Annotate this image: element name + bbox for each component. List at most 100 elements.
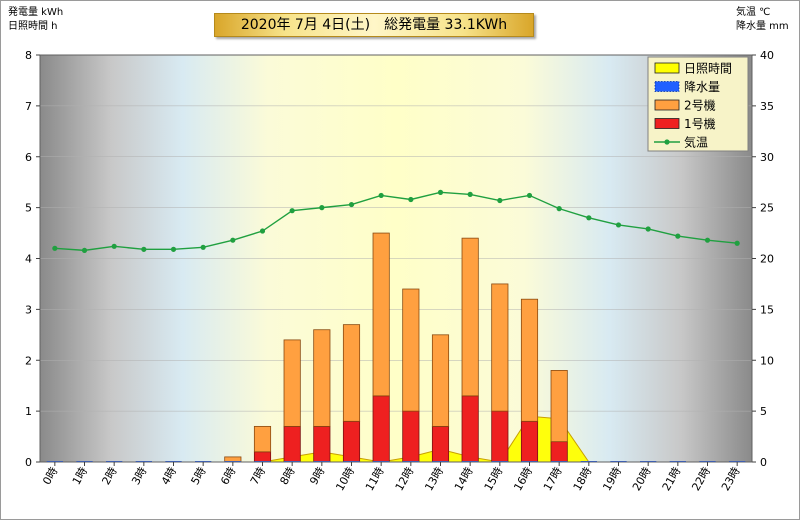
right-tick-label: 35 bbox=[760, 100, 774, 113]
temperature-point bbox=[289, 208, 295, 214]
temperature-polyline bbox=[54, 191, 738, 252]
x-tick-label: 16時 bbox=[511, 465, 535, 493]
x-tick-label: 0時 bbox=[40, 465, 60, 487]
bar-unit1 bbox=[342, 420, 361, 463]
x-tick-label: 22時 bbox=[689, 465, 713, 493]
x-tick-label: 6時 bbox=[218, 465, 238, 487]
temperature-point bbox=[111, 243, 117, 249]
x-tick-label: 11時 bbox=[363, 465, 387, 493]
right-tick-label: 40 bbox=[760, 49, 774, 62]
temperature-point bbox=[675, 233, 681, 239]
temperature-point bbox=[230, 237, 236, 243]
x-tick-label: 7時 bbox=[248, 465, 268, 487]
left-tick-label: 4 bbox=[25, 253, 32, 266]
temperature-point bbox=[467, 191, 473, 197]
legend-swatch-point bbox=[664, 139, 670, 145]
left-axis-unit-sunshine: 日照時間 h bbox=[8, 21, 58, 32]
bar-unit1 bbox=[550, 441, 568, 463]
x-tick-label: 3時 bbox=[129, 465, 149, 487]
right-axis-unit-rain: 降水量 mm bbox=[736, 21, 789, 32]
right-tick-label: 15 bbox=[760, 303, 774, 316]
left-tick-label: 7 bbox=[25, 100, 32, 113]
left-tick-label: 2 bbox=[25, 354, 32, 367]
x-tick-label: 4時 bbox=[159, 465, 179, 487]
bar-unit1 bbox=[372, 395, 390, 463]
temperature-point bbox=[586, 215, 592, 221]
chart-title: 2020年 7月 4日(土) 総発電量 33.1KWh bbox=[214, 13, 534, 37]
bar-unit1 bbox=[431, 425, 450, 463]
temperature-point bbox=[704, 237, 711, 243]
legend-swatch bbox=[654, 118, 680, 129]
temperature-point bbox=[319, 205, 325, 211]
x-tick-label: 15時 bbox=[482, 465, 506, 493]
legend-swatch bbox=[654, 99, 680, 111]
temperature-point bbox=[645, 226, 651, 232]
temperature-point bbox=[200, 244, 206, 250]
left-tick-label: 6 bbox=[25, 151, 32, 164]
bar-unit2 bbox=[283, 339, 301, 427]
left-tick-label: 0 bbox=[25, 456, 32, 469]
bar-unit2 bbox=[520, 298, 539, 422]
bar-unit2 bbox=[491, 283, 509, 412]
legend-swatch bbox=[654, 62, 680, 74]
x-tick-label: 1時 bbox=[70, 465, 90, 487]
bar-unit2 bbox=[550, 370, 568, 443]
x-tick-label: 5時 bbox=[189, 465, 209, 487]
temperature-point bbox=[259, 228, 266, 234]
temperature-point bbox=[170, 246, 177, 252]
temperature-point bbox=[348, 201, 355, 208]
x-tick-label: 21時 bbox=[660, 465, 684, 493]
temperature-point bbox=[556, 206, 562, 212]
temperature-line bbox=[52, 189, 740, 253]
legend-label: 日照時間 bbox=[684, 62, 732, 76]
bar-unit2 bbox=[402, 288, 420, 412]
bar-unit1 bbox=[313, 425, 331, 463]
legend-label: 1号機 bbox=[684, 116, 716, 131]
left-tick-label: 8 bbox=[25, 49, 32, 62]
x-tick-label: 10時 bbox=[333, 465, 357, 493]
temperature-point bbox=[408, 196, 414, 203]
x-tick-label: 13時 bbox=[422, 465, 446, 493]
temperature-point bbox=[437, 189, 444, 195]
bar-unit2 bbox=[253, 425, 272, 453]
right-tick-label: 25 bbox=[760, 202, 774, 215]
bar-unit1 bbox=[491, 410, 509, 463]
left-axis-unit-power: 発電量 kWh bbox=[8, 7, 64, 18]
temperature-point bbox=[52, 245, 58, 251]
right-tick-label: 10 bbox=[760, 354, 774, 367]
right-tick-label: 20 bbox=[760, 253, 774, 266]
right-tick-label: 5 bbox=[760, 405, 767, 418]
x-tick-label: 8時 bbox=[278, 465, 298, 487]
temperature-point bbox=[615, 222, 622, 228]
temperature-point bbox=[141, 246, 147, 252]
x-tick-label: 17時 bbox=[541, 465, 565, 493]
x-tick-label: 2時 bbox=[100, 465, 120, 487]
x-tick-label: 14時 bbox=[452, 465, 476, 493]
bar-unit1 bbox=[520, 420, 539, 463]
x-tick-label: 19時 bbox=[600, 465, 624, 493]
left-tick-label: 5 bbox=[25, 202, 32, 215]
bar-unit2 bbox=[313, 329, 331, 427]
bar-unit2 bbox=[461, 237, 479, 397]
bar-unit1 bbox=[283, 425, 301, 463]
bars bbox=[46, 232, 746, 463]
left-tick-label: 1 bbox=[25, 405, 32, 418]
bar-unit1 bbox=[402, 410, 420, 463]
right-tick-label: 0 bbox=[760, 456, 767, 469]
bar-unit2 bbox=[342, 324, 361, 422]
legend-label: 気温 bbox=[684, 135, 708, 150]
temperature-point bbox=[734, 240, 740, 246]
legend-swatch bbox=[654, 81, 680, 92]
bar-unit2 bbox=[372, 232, 390, 397]
bar-unit1 bbox=[253, 451, 272, 463]
right-axis-unit-temperature: 気温 ℃ bbox=[736, 7, 771, 18]
legend-label: 降水量 bbox=[684, 80, 720, 94]
temperature-point bbox=[378, 192, 384, 199]
x-tick-label: 18時 bbox=[571, 465, 595, 493]
x-tick-label: 12時 bbox=[393, 465, 417, 493]
bar-unit1 bbox=[461, 395, 479, 463]
left-tick-label: 3 bbox=[25, 303, 32, 316]
temperature-point bbox=[81, 247, 88, 253]
